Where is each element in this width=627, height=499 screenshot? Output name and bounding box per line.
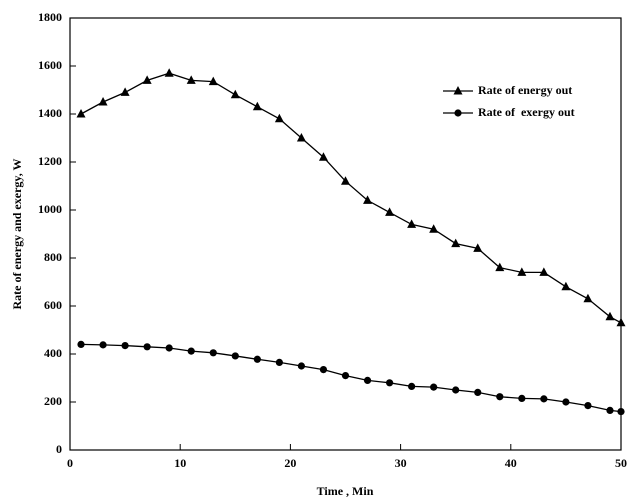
x-tick-label: 0 [67,456,73,470]
marker [99,341,107,349]
x-tick-label: 50 [615,456,627,470]
x-tick-label: 20 [284,456,296,470]
marker [561,281,571,291]
marker [429,224,439,233]
marker [77,340,85,348]
marker [296,133,306,142]
marker [252,101,262,111]
y-tick-label: 800 [44,250,62,264]
x-tick-label: 40 [505,456,517,470]
marker [616,317,626,327]
marker [120,87,130,96]
marker [583,293,593,303]
marker [407,219,417,228]
legend-marker [453,86,463,95]
marker [606,406,614,414]
marker [143,343,151,351]
marker [230,89,240,99]
marker [518,394,526,402]
y-tick-label: 400 [44,346,62,360]
y-tick-label: 200 [44,394,62,408]
marker [297,362,306,370]
marker [209,349,217,357]
legend-label: Rate of exergy out [478,105,575,119]
legend-marker [454,109,462,117]
marker [231,352,239,360]
marker [363,195,373,204]
marker [540,395,548,403]
marker [385,207,395,216]
marker [430,383,438,391]
y-axis-label: Rate of energy and exergy, W [10,158,24,309]
marker [98,97,108,106]
y-tick-label: 600 [44,298,62,312]
marker [408,382,416,390]
marker [617,408,625,416]
marker [76,109,86,118]
marker [496,393,504,401]
marker [584,402,592,410]
marker [451,238,461,248]
marker [363,376,372,384]
marker [319,366,328,374]
marker [474,388,482,396]
marker [121,342,129,350]
series-line [80,72,622,324]
marker [164,68,174,77]
y-tick-label: 0 [56,442,62,456]
marker [605,311,615,321]
y-tick-label: 1800 [38,10,62,24]
marker [318,152,328,161]
x-tick-label: 30 [395,456,407,470]
marker [165,344,173,352]
y-tick-label: 1000 [38,202,62,216]
marker [452,386,460,394]
marker [517,267,527,276]
marker [562,398,570,406]
marker [253,355,261,363]
plot-frame [69,17,622,451]
marker [385,379,394,387]
marker [341,176,350,185]
marker [539,267,549,276]
marker [341,372,350,380]
marker [274,113,284,123]
marker [208,76,218,86]
x-tick-label: 10 [174,456,186,470]
marker [495,262,505,272]
y-tick-label: 1600 [38,58,62,72]
marker [275,358,283,366]
marker [473,243,483,252]
legend-label: Rate of energy out [478,83,572,97]
series-line [81,343,622,413]
marker [142,75,152,84]
marker [187,347,195,355]
y-tick-label: 1200 [38,154,62,168]
y-tick-label: 1400 [38,106,62,120]
marker [186,75,196,84]
x-axis-label: Time , Min [317,484,374,498]
